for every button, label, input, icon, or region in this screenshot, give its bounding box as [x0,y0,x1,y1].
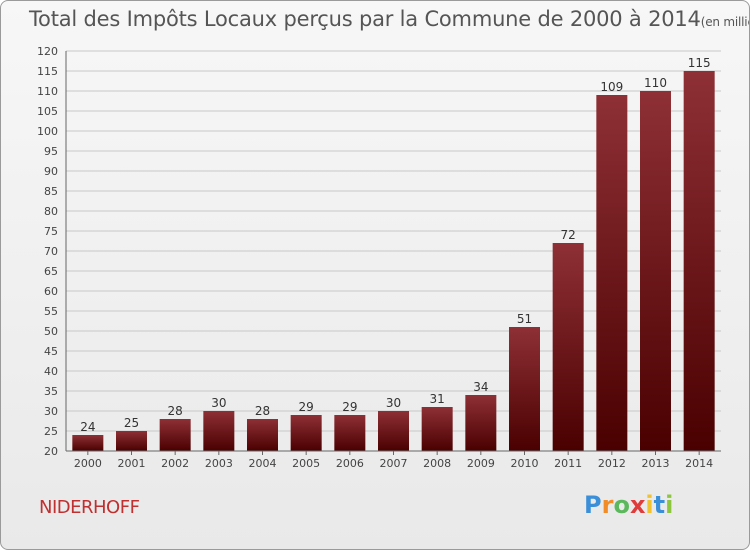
x-tick-label: 2002 [161,457,189,470]
bar [465,395,497,451]
y-tick-label: 85 [44,185,58,198]
bar-value-label: 115 [688,56,711,70]
logo-letter: P [584,491,602,519]
bar [203,411,235,451]
unit-note: (en milliers d'€) [700,15,749,29]
y-tick-label: 40 [44,365,58,378]
bar-value-label: 28 [168,404,183,418]
y-tick-label: 115 [37,65,58,78]
x-tick-label: 2009 [467,457,495,470]
bar [72,435,104,451]
logo-letter: i [645,491,654,519]
y-tick-label: 65 [44,265,58,278]
bar [116,431,147,451]
logo-letter: o [613,491,630,519]
y-tick-label: 50 [44,325,58,338]
x-tick-label: 2008 [423,457,451,470]
bar-value-label: 30 [386,396,401,410]
y-tick-label: 45 [44,345,58,358]
bar [596,95,628,451]
x-tick-label: 2001 [118,457,146,470]
y-tick-label: 90 [44,165,58,178]
y-tick-label: 100 [37,125,58,138]
y-tick-label: 75 [44,225,58,238]
bar [159,419,191,451]
bar-value-label: 51 [517,312,532,326]
bar-value-label: 25 [124,416,139,430]
x-tick-label: 2014 [685,457,713,470]
logo-letter: t [653,491,666,519]
bar [552,243,584,451]
y-tick-label: 80 [44,205,58,218]
bar [421,407,453,451]
bar-value-label: 30 [211,396,226,410]
bar-value-label: 109 [600,80,623,94]
x-tick-label: 2000 [74,457,102,470]
bar [247,419,278,451]
axis-layer: 20 25 30 35 40 45 50 55 60 65 70 75 80 85 90 95 100 105 11… [37,45,721,470]
bar [334,415,366,451]
bar-value-label: 24 [80,420,95,434]
proxiti-logo: Proxiti [584,491,673,519]
y-tick-label: 105 [37,105,58,118]
y-tick-label: 20 [44,445,58,458]
x-tick-label: 2005 [292,457,320,470]
bar [290,415,322,451]
bar-chart: 24 25 28 30 28 29 29 30 31 34 51 72 109 110 115 20 25 30… [37,45,721,470]
x-tick-label: 2004 [249,457,277,470]
x-tick-label: 2013 [642,457,670,470]
chart-title-text: Total des Impôts Locaux perçus par la Co… [29,7,701,31]
x-tick-label: 2007 [380,457,408,470]
bar-value-label: 29 [342,400,357,414]
bar-value-label: 72 [561,228,576,242]
logo-letter: r [601,491,614,519]
logo-letter: i [665,491,674,519]
bar-value-label: 110 [644,76,667,90]
y-tick-label: 120 [37,45,58,58]
bar-value-label: 29 [299,400,314,414]
x-tick-label: 2003 [205,457,233,470]
y-tick-label: 35 [44,385,58,398]
commune-name: NIDERHOFF [39,497,140,518]
x-tick-label: 2012 [598,457,626,470]
bar [509,327,540,451]
chart-title: Total des Impôts Locaux perçus par la Co… [29,7,749,31]
y-tick-label: 110 [37,85,58,98]
bar-layer: 24 25 28 30 28 29 29 30 31 34 51 72 109 110 115 [72,56,715,451]
bar-value-label: 28 [255,404,270,418]
y-tick-label: 55 [44,305,58,318]
bar [378,411,409,451]
x-tick-label: 2006 [336,457,364,470]
bar [640,91,671,451]
logo-letter: x [629,491,646,519]
x-tick-label: 2010 [511,457,539,470]
y-tick-label: 25 [44,425,58,438]
y-tick-label: 70 [44,245,58,258]
bar [683,71,715,451]
x-tick-label: 2011 [554,457,582,470]
y-tick-label: 60 [44,285,58,298]
y-tick-label: 95 [44,145,58,158]
y-tick-label: 30 [44,405,58,418]
bar-value-label: 31 [430,392,445,406]
bar-value-label: 34 [473,380,488,394]
